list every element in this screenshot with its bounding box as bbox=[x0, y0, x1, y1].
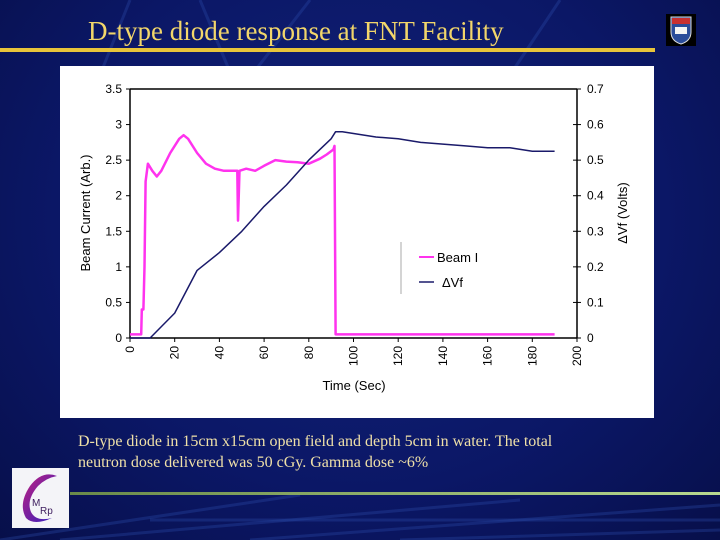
x-tick-label: 180 bbox=[525, 346, 539, 366]
y-tick-label: 3 bbox=[115, 118, 122, 132]
y2-tick-label: 0 bbox=[587, 331, 594, 345]
y-tick-label: 3.5 bbox=[105, 82, 122, 96]
x-tick-label: 80 bbox=[302, 346, 316, 360]
legend-label-beam: Beam I bbox=[437, 250, 478, 265]
x-tick-label: 140 bbox=[436, 346, 450, 366]
legend-label-dvf: ΔVf bbox=[442, 275, 463, 290]
x-axis-label: Time (Sec) bbox=[322, 378, 385, 393]
cmrp-logo: M Rp bbox=[12, 468, 69, 528]
y-tick-label: 0 bbox=[115, 331, 122, 345]
y-tick-label: 1.5 bbox=[105, 224, 122, 238]
x-tick-label: 40 bbox=[212, 346, 226, 360]
svg-text:Rp: Rp bbox=[40, 506, 53, 517]
y2-tick-label: 0.3 bbox=[587, 224, 604, 238]
y2-tick-label: 0.7 bbox=[587, 82, 604, 96]
x-tick-label: 20 bbox=[168, 346, 182, 360]
y-tick-label: 1 bbox=[115, 260, 122, 274]
bottom-divider bbox=[70, 492, 720, 495]
svg-text:M: M bbox=[32, 498, 40, 509]
y2-tick-label: 0.4 bbox=[587, 189, 604, 203]
y-tick-label: 2.5 bbox=[105, 153, 122, 167]
caption-line-2: neutron dose delivered was 50 cGy. Gamma… bbox=[78, 454, 429, 471]
x-tick-label: 100 bbox=[347, 346, 361, 366]
x-tick-label: 200 bbox=[570, 346, 584, 366]
y-tick-label: 0.5 bbox=[105, 295, 122, 309]
y2-tick-label: 0.2 bbox=[587, 260, 604, 274]
cmrp-logo-icon: M Rp bbox=[22, 474, 57, 522]
y2-axis-label: ΔVf (Volts) bbox=[615, 182, 630, 243]
x-tick-label: 160 bbox=[481, 346, 495, 366]
caption-line-1: D-type diode in 15cm x15cm open field an… bbox=[78, 433, 553, 450]
university-crest-icon bbox=[666, 14, 696, 46]
x-tick-label: 0 bbox=[123, 346, 137, 353]
slide-title: D-type diode response at FNT Facility bbox=[88, 16, 504, 46]
chart-svg: 0 20 40 60 80 100 120 140 160 180 20000.511.522.53… bbox=[78, 82, 630, 393]
series-line-delta-vf bbox=[130, 130, 555, 339]
x-tick-label: 60 bbox=[257, 346, 271, 360]
series-line-beam-current bbox=[130, 133, 555, 336]
y-axis-label: Beam Current (Arb.) bbox=[78, 154, 93, 271]
y2-tick-label: 0.6 bbox=[587, 118, 604, 132]
x-tick-label: 120 bbox=[391, 346, 405, 366]
slide-caption: D-type diode in 15cm x15cm open field an… bbox=[78, 431, 678, 473]
chart: 0 20 40 60 80 100 120 140 160 180 200 0 0.5 1 1.5 2 2.5 3… bbox=[60, 66, 654, 418]
y2-tick-label: 0.5 bbox=[587, 153, 604, 167]
title-underline bbox=[0, 48, 655, 52]
y-tick-label: 2 bbox=[115, 189, 122, 203]
y2-tick-label: 0.1 bbox=[587, 295, 604, 309]
legend: Beam I ΔVf bbox=[400, 242, 478, 294]
